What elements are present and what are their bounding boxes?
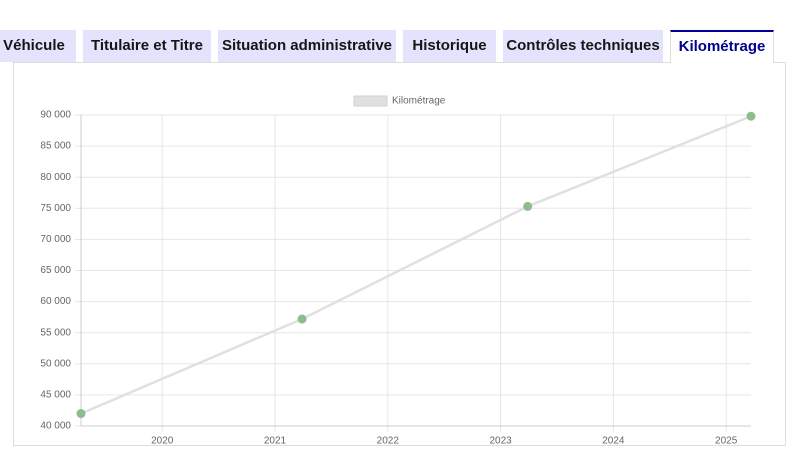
point bbox=[297, 314, 307, 324]
x-tick-label: 2021 bbox=[264, 436, 287, 447]
y-tick-label: 85 000 bbox=[40, 141, 71, 152]
y-tick-label: 45 000 bbox=[40, 390, 71, 401]
y-tick-label: 55 000 bbox=[40, 327, 71, 338]
legend-swatch bbox=[353, 95, 388, 107]
y-tick-label: 60 000 bbox=[40, 296, 71, 307]
point bbox=[523, 201, 533, 211]
tab[interactable]: Situation administrative bbox=[218, 30, 396, 62]
point bbox=[76, 409, 86, 419]
point bbox=[746, 111, 756, 121]
x-tick-label: 2022 bbox=[377, 436, 400, 447]
y-tick-label: 70 000 bbox=[40, 234, 71, 245]
legend-label: Kilométrage bbox=[392, 96, 446, 107]
x-tick-label: 2023 bbox=[489, 436, 512, 447]
tab-panel bbox=[13, 62, 786, 446]
y-tick-label: 65 000 bbox=[40, 265, 71, 276]
x-tick-label: 2024 bbox=[602, 436, 625, 447]
line bbox=[80, 115, 752, 415]
y-tick-label: 40 000 bbox=[40, 421, 71, 432]
y-tick-label: 50 000 bbox=[40, 358, 71, 369]
tab[interactable]: Historique bbox=[403, 30, 496, 62]
tab[interactable]: Contrôles techniques bbox=[503, 30, 663, 62]
x-tick-label: 2020 bbox=[151, 436, 174, 447]
y-tick-label: 90 000 bbox=[40, 110, 71, 121]
tab[interactable]: Kilométrage bbox=[670, 30, 774, 63]
y-tick-label: 80 000 bbox=[40, 172, 71, 183]
tab[interactable]: Titulaire et Titre bbox=[83, 30, 211, 62]
tab[interactable]: Véhicule bbox=[0, 30, 76, 62]
y-tick-label: 75 000 bbox=[40, 203, 71, 214]
x-tick-label: 2025 bbox=[715, 436, 738, 447]
